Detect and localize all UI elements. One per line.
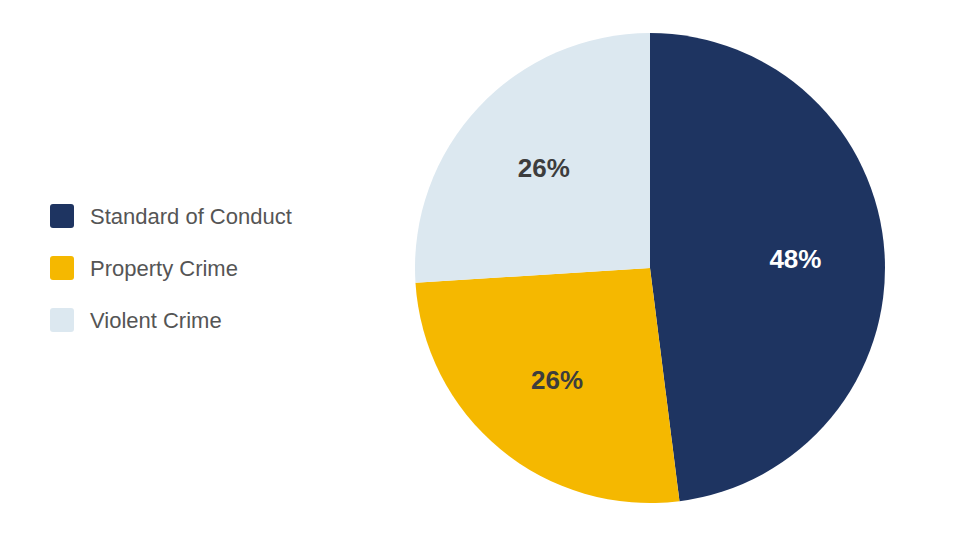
data-label: 26%: [518, 153, 570, 183]
legend-label: Standard of Conduct: [90, 204, 292, 229]
data-label: 48%: [769, 244, 821, 274]
legend: Standard of Conduct Property Crime Violent…: [50, 204, 292, 333]
chart-svg: 48% 26% 26% Standard of Conduct Property Cri…: [0, 0, 967, 536]
legend-label: Violent Crime: [90, 308, 222, 333]
data-labels: 48% 26% 26%: [518, 153, 822, 395]
pie-slice: [650, 33, 885, 501]
legend-swatch: [50, 256, 74, 280]
chart-container: 48% 26% 26% Standard of Conduct Property Cri…: [0, 0, 967, 536]
legend-label: Property Crime: [90, 256, 238, 281]
pie: [415, 33, 885, 503]
pie-slice: [415, 268, 679, 503]
legend-swatch: [50, 308, 74, 332]
pie-slice: [415, 33, 650, 283]
legend-swatch: [50, 204, 74, 228]
data-label: 26%: [531, 365, 583, 395]
